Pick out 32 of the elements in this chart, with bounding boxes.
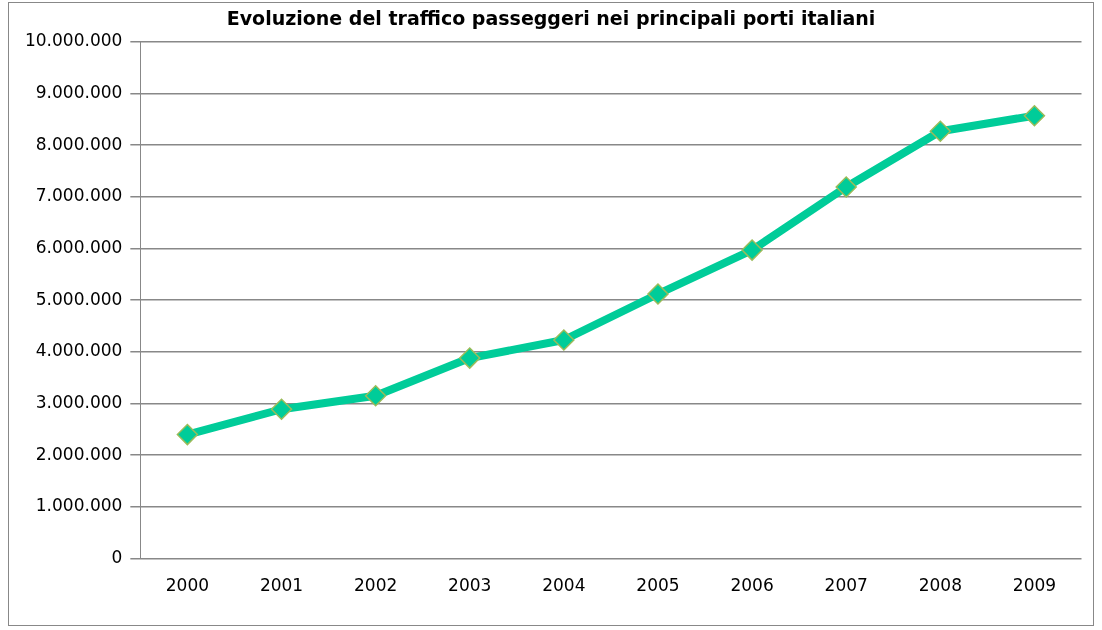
y-tick-label: 2.000.000 — [35, 443, 123, 464]
point — [553, 329, 575, 351]
y-tick-label: 8.000.000 — [35, 133, 123, 154]
x-tick-label: 2003 — [448, 575, 492, 596]
x-tick-label: 2004 — [542, 575, 586, 596]
y-tick-label: 4.000.000 — [35, 340, 123, 361]
point — [364, 385, 387, 407]
point — [835, 176, 857, 198]
x-tick-label: 2000 — [165, 575, 210, 596]
x-tick-label: 2002 — [353, 575, 398, 596]
y-tick-label: 7.000.000 — [35, 185, 123, 206]
x-tick-label: 2008 — [918, 575, 962, 596]
y-tick-label: 1.000.000 — [35, 495, 123, 516]
point — [929, 120, 952, 142]
point — [741, 239, 763, 261]
x-tick-label: 2001 — [259, 575, 304, 596]
point — [647, 283, 669, 305]
point — [1023, 104, 1046, 127]
y-tick-label: 9.000.000 — [35, 81, 123, 102]
y-tick-label: 3.000.000 — [35, 391, 123, 412]
point — [270, 398, 293, 420]
x-tick-label: 2009 — [1012, 575, 1057, 596]
point — [458, 347, 481, 369]
y-tick-label: 10.000.000 — [24, 30, 123, 51]
y-tick-label: 6.000.000 — [35, 236, 123, 257]
x-tick-label: 2006 — [730, 575, 774, 596]
y-tick-label: 0 — [111, 547, 123, 568]
y-tick-label: 5.000.000 — [35, 288, 123, 309]
x-tick-label: 2005 — [636, 575, 680, 596]
point — [176, 423, 199, 446]
x-tick-label: 2007 — [824, 575, 868, 596]
chart-title: Evoluzione del traffico passeggeri nei principali porti italiani — [226, 7, 876, 30]
